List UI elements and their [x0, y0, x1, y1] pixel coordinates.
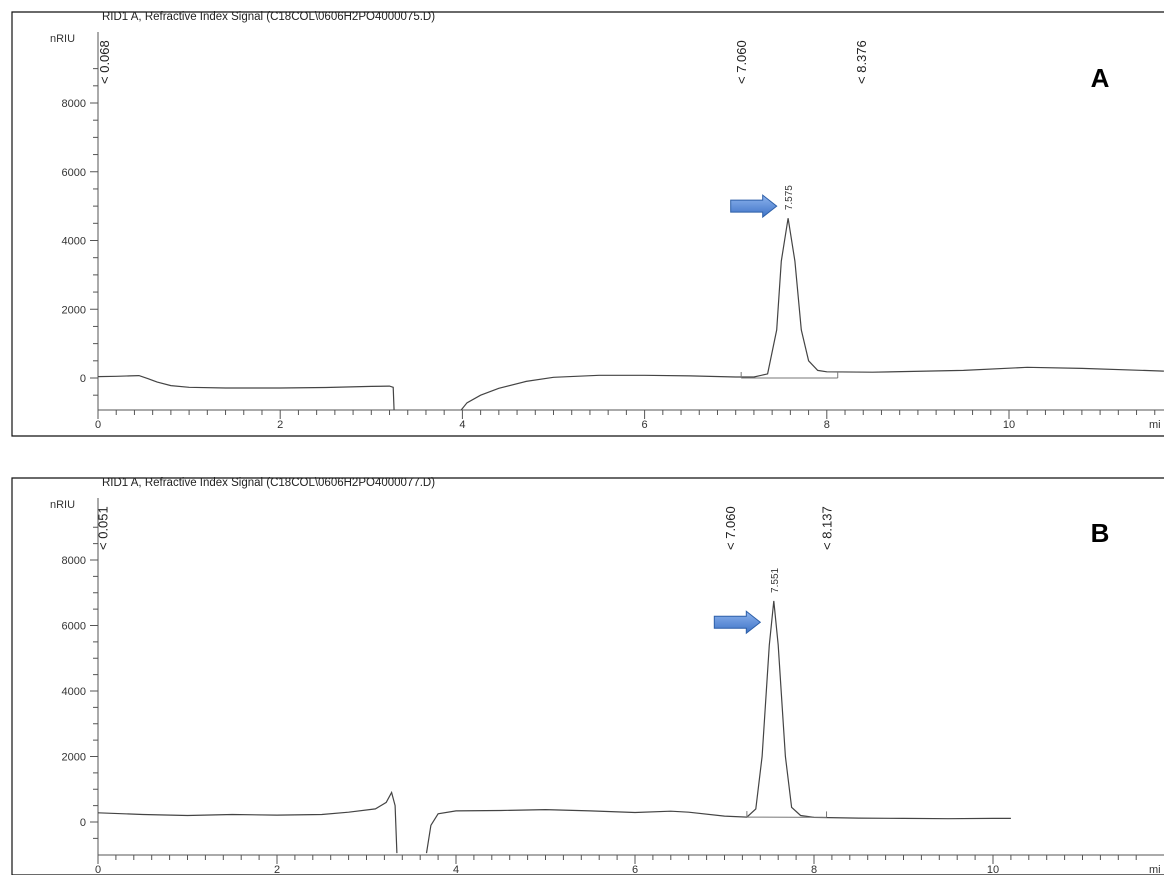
time-marker-label: < 7.060 [734, 40, 749, 84]
y-tick-label: 0 [80, 373, 86, 385]
y-unit-label: nRIU [50, 33, 75, 45]
y-tick-label: 6000 [62, 167, 86, 179]
chart-title: RID1 A, Refractive Index Signal (C18COL\… [102, 11, 435, 23]
chart-title: RID1 A, Refractive Index Signal (C18COL\… [102, 477, 435, 489]
time-marker-value: 0.068 [97, 40, 112, 73]
peak-arrow-icon [713, 610, 762, 635]
x-tick-label: 2 [277, 419, 283, 431]
chromatogram-panel-b: RID1 A, Refractive Index Signal (C18COL\… [11, 477, 1164, 875]
chromatogram-panel-a: RID1 A, Refractive Index Signal (C18COL\… [11, 11, 1164, 437]
x-tick-label: 8 [811, 864, 817, 875]
signal-trace [98, 374, 395, 410]
time-marker-chevron: < [734, 73, 749, 84]
y-unit-label: nRIU [50, 499, 75, 511]
time-marker-value: 0.051 [96, 506, 111, 539]
time-marker-chevron: < [819, 539, 834, 550]
y-tick-label: 0 [80, 817, 86, 829]
panel-frame [11, 477, 1164, 875]
panel-letter-label: A [1091, 63, 1110, 93]
time-marker-value: 8.376 [854, 40, 869, 73]
time-marker-label: < 8.137 [819, 506, 834, 550]
time-marker-label: < 8.376 [854, 40, 869, 84]
time-marker-chevron: < [96, 539, 111, 550]
time-marker-label: < 0.068 [97, 40, 112, 84]
peak-arrow-icon [730, 194, 778, 219]
x-tick-label: 10 [987, 864, 999, 875]
time-marker-chevron: < [97, 73, 112, 84]
x-tick-label: 6 [642, 419, 648, 431]
x-tick-label: 0 [95, 864, 101, 875]
y-tick-label: 8000 [62, 98, 86, 110]
y-tick-label: 2000 [62, 304, 86, 316]
signal-trace [460, 218, 1164, 410]
y-tick-label: 6000 [62, 621, 86, 633]
time-marker-label: < 0.051 [96, 506, 111, 550]
signal-trace-group [98, 218, 1164, 410]
peak-retention-label: 7.551 [770, 567, 781, 592]
time-marker-chevron: < [854, 73, 869, 84]
y-tick-label: 2000 [62, 752, 86, 764]
x-unit-label: mi [1149, 864, 1161, 875]
y-tick-label: 4000 [62, 236, 86, 248]
x-tick-label: 8 [824, 419, 830, 431]
signal-trace [425, 600, 1011, 854]
time-marker-label: < 7.060 [723, 506, 738, 550]
time-marker-value: 7.060 [734, 40, 749, 73]
x-tick-label: 0 [95, 419, 101, 431]
panel-frame [11, 11, 1164, 437]
time-marker-value: 7.060 [723, 506, 738, 539]
panel-letter-label: B [1091, 518, 1110, 548]
time-marker-value: 8.137 [819, 506, 834, 539]
time-marker-chevron: < [723, 539, 738, 550]
x-tick-label: 10 [1003, 419, 1015, 431]
y-tick-label: 8000 [62, 555, 86, 567]
x-tick-label: 4 [453, 864, 459, 875]
x-tick-label: 6 [632, 864, 638, 875]
signal-trace-group [98, 600, 1011, 854]
x-tick-label: 4 [459, 419, 465, 431]
peak-retention-label: 7.575 [784, 185, 795, 210]
x-tick-label: 2 [274, 864, 280, 875]
signal-trace [98, 790, 398, 854]
y-tick-label: 4000 [62, 686, 86, 698]
x-unit-label: mi [1149, 419, 1161, 431]
